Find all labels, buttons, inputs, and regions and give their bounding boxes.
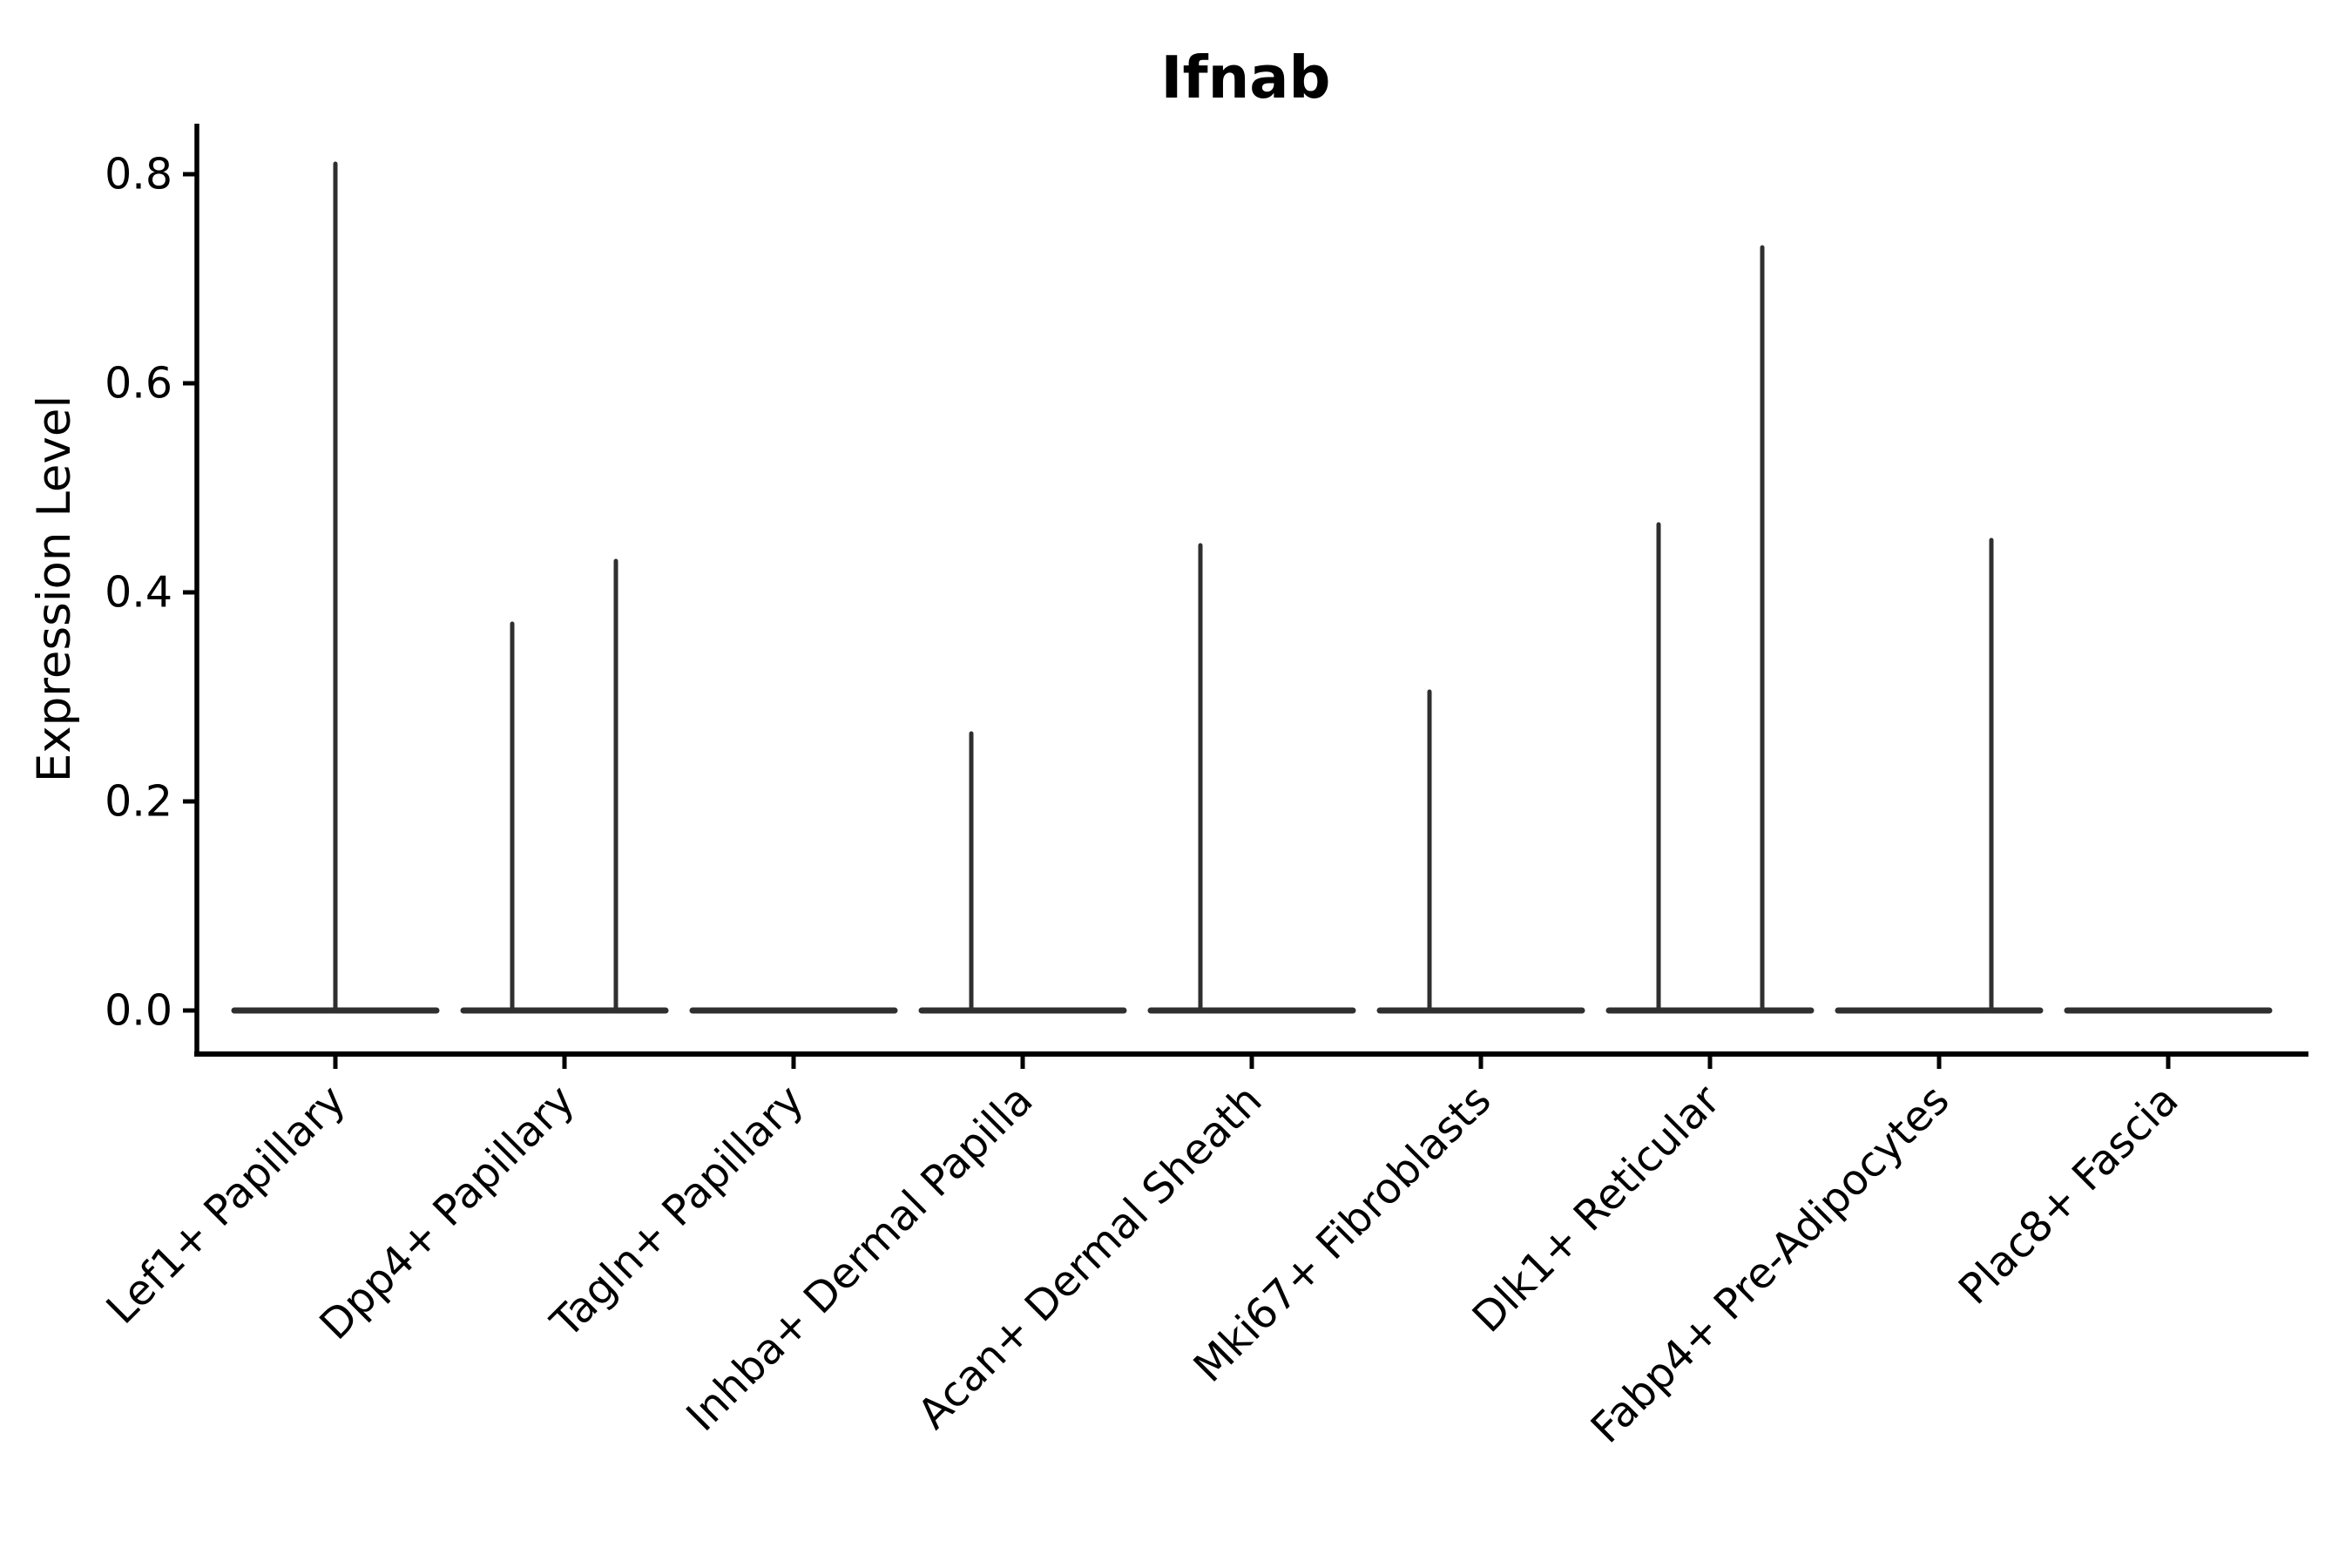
chart-title: Ifnab <box>1161 44 1331 112</box>
x-tick-label: Lef1+ Papillary <box>98 1076 355 1334</box>
x-tick-label: Plac8+ Fascia <box>1950 1076 2188 1315</box>
y-tick-label: 0.8 <box>105 150 172 199</box>
y-tick-labels: 0.0 0.2 0.4 0.6 0.8 <box>105 150 172 1036</box>
axes <box>183 124 2308 1069</box>
y-tick-label: 0.0 <box>105 986 172 1036</box>
y-tick-label: 0.4 <box>105 568 172 618</box>
violins <box>231 161 2273 1014</box>
x-tick-label: Tagln+ Papillary <box>541 1076 813 1348</box>
y-tick-label: 0.6 <box>105 359 172 409</box>
x-tick-label: Dpp4+ Papillary <box>310 1076 584 1349</box>
y-tick-label: 0.2 <box>105 777 172 827</box>
y-axis-label: Expression Level <box>28 395 81 782</box>
x-tick-label: Dlk1+ Reticular <box>1463 1076 1730 1342</box>
